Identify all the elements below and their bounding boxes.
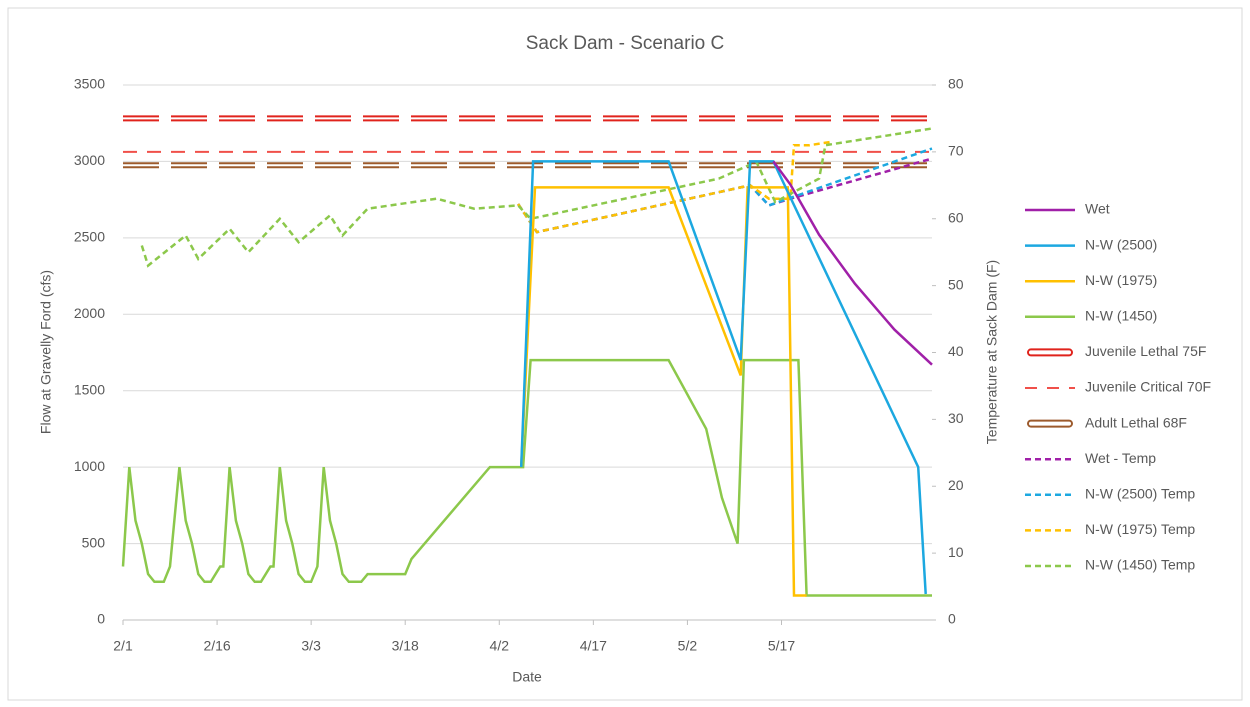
legend-label: Wet - Temp bbox=[1085, 450, 1156, 466]
y2-axis-label: Temperature at Sack Dam (F) bbox=[984, 260, 1000, 444]
y-axis-label: Flow at Gravelly Ford (cfs) bbox=[38, 270, 54, 434]
legend-swatch bbox=[1027, 348, 1073, 357]
y-tick-label: 2500 bbox=[74, 229, 105, 245]
legend-label: N-W (1975) Temp bbox=[1085, 521, 1195, 537]
legend-label: Adult Lethal 68F bbox=[1085, 414, 1187, 430]
y2-tick-label: 20 bbox=[948, 477, 964, 493]
x-axis-label: Date bbox=[512, 669, 542, 685]
legend-label: Wet bbox=[1085, 201, 1110, 217]
flow-line bbox=[519, 160, 927, 595]
legend-label: N-W (2500) Temp bbox=[1085, 486, 1195, 502]
x-tick-label: 5/17 bbox=[768, 638, 795, 654]
y-tick-label: 1500 bbox=[74, 381, 105, 397]
x-tick-label: 4/17 bbox=[580, 638, 607, 654]
flow-line bbox=[121, 358, 932, 597]
y-tick-label: 3500 bbox=[74, 76, 105, 92]
legend-label: N-W (1975) bbox=[1085, 272, 1157, 288]
y-tick-label: 1000 bbox=[74, 458, 105, 474]
y2-tick-label: 0 bbox=[948, 611, 956, 627]
legend-swatch bbox=[1027, 419, 1073, 428]
x-tick-label: 2/1 bbox=[113, 638, 133, 654]
y2-tick-label: 70 bbox=[948, 143, 964, 159]
y-tick-label: 0 bbox=[97, 611, 105, 627]
chart-title: Sack Dam - Scenario C bbox=[526, 33, 725, 54]
flow-line bbox=[772, 160, 933, 366]
y-tick-label: 3000 bbox=[74, 152, 105, 168]
x-tick-label: 2/16 bbox=[203, 638, 230, 654]
x-tick-label: 4/2 bbox=[490, 638, 510, 654]
temp-line bbox=[140, 127, 933, 268]
y2-tick-label: 40 bbox=[948, 343, 964, 359]
legend-label: N-W (2500) bbox=[1085, 236, 1157, 252]
x-tick-label: 5/2 bbox=[678, 638, 698, 654]
y2-tick-label: 60 bbox=[948, 209, 964, 225]
y-tick-label: 2000 bbox=[74, 305, 105, 321]
legend-label: N-W (1450) bbox=[1085, 308, 1157, 324]
x-tick-label: 3/18 bbox=[392, 638, 419, 654]
y2-tick-label: 10 bbox=[948, 544, 964, 560]
legend-label: Juvenile Lethal 75F bbox=[1085, 343, 1206, 359]
y2-tick-label: 30 bbox=[948, 410, 964, 426]
x-tick-label: 3/3 bbox=[301, 638, 321, 654]
y-tick-label: 500 bbox=[82, 534, 106, 550]
legend-label: N-W (1450) Temp bbox=[1085, 557, 1195, 573]
legend-label: Juvenile Critical 70F bbox=[1085, 379, 1211, 395]
y2-tick-label: 80 bbox=[948, 76, 964, 92]
y2-tick-label: 50 bbox=[948, 276, 964, 292]
